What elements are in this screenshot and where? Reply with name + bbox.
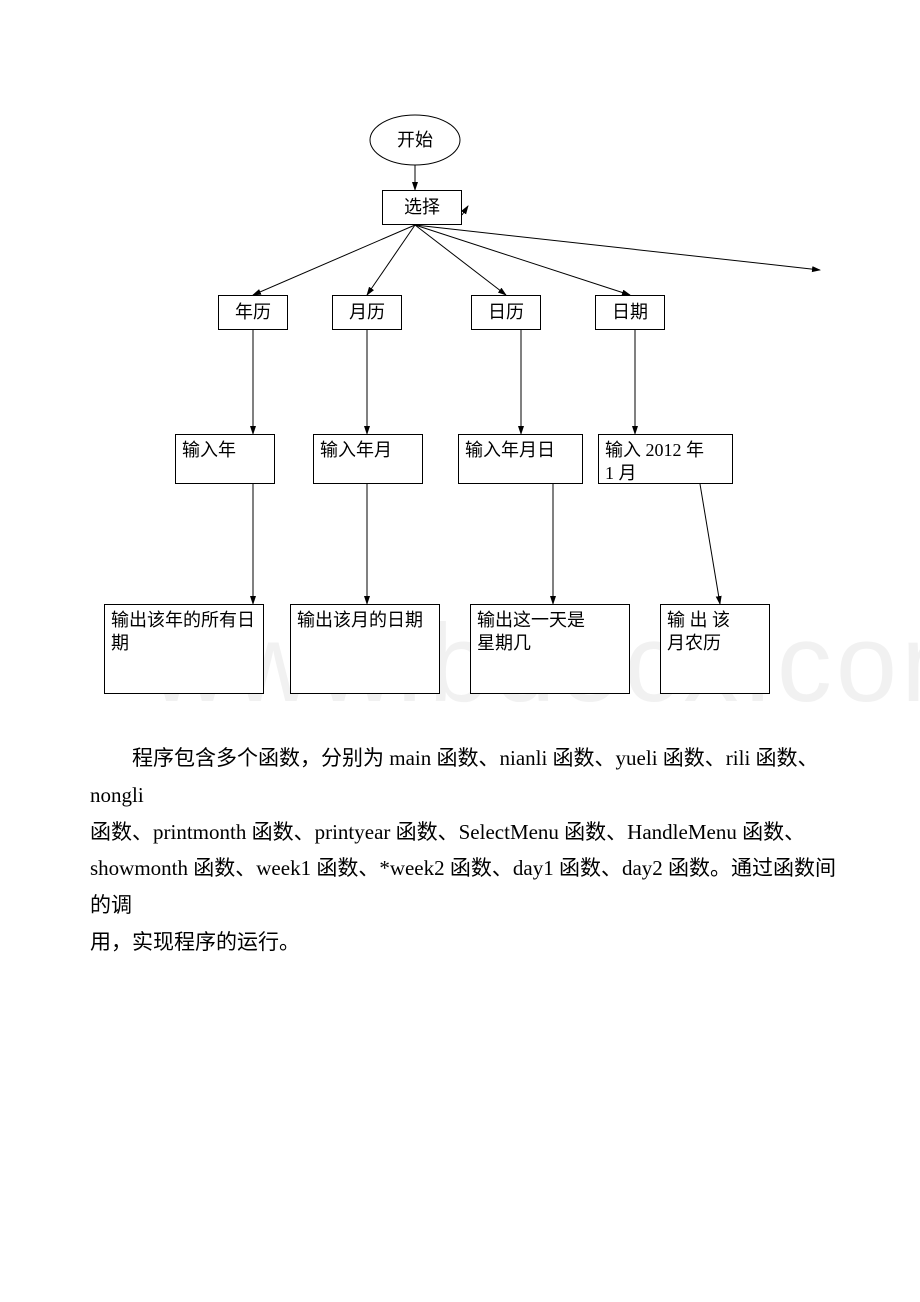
- page: www.bdocx.com 开始 选择年历月历日历日期输入年输入年月输入年月日输…: [0, 0, 920, 1302]
- node-label-line: 1 月: [605, 462, 637, 485]
- node-opt1: 年历: [218, 295, 288, 330]
- node-out4: 输 出 该月农历: [660, 604, 770, 694]
- node-select: 选择: [382, 190, 462, 225]
- node-out3: 输出这一天是星期几: [470, 604, 630, 694]
- node-out1: 输出该年的所有日期: [104, 604, 264, 694]
- node-label-line: 输入 2012 年: [605, 439, 704, 462]
- para-line: showmonth 函数、week1 函数、*week2 函数、day1 函数、…: [90, 850, 850, 924]
- node-opt4: 日期: [595, 295, 665, 330]
- node-label-line: 期: [111, 632, 129, 655]
- para-line: 用，实现程序的运行。: [90, 924, 850, 961]
- node-opt2: 月历: [332, 295, 402, 330]
- node-label-line: 输入年: [182, 439, 236, 462]
- node-label-line: 星期几: [477, 632, 531, 655]
- node-label-line: 输出该年的所有日: [111, 609, 255, 632]
- node-in4: 输入 2012 年1 月: [598, 434, 733, 484]
- node-in3: 输入年月日: [458, 434, 583, 484]
- svg-text:开始: 开始: [397, 130, 433, 150]
- para-line: 程序包含多个函数，分别为 main 函数、nianli 函数、yueli 函数、…: [90, 740, 850, 814]
- paragraph: 程序包含多个函数，分别为 main 函数、nianli 函数、yueli 函数、…: [90, 740, 850, 961]
- node-label-line: 输出该月的日期: [297, 609, 423, 632]
- para-line: 函数、printmonth 函数、printyear 函数、SelectMenu…: [90, 814, 850, 851]
- node-in1: 输入年: [175, 434, 275, 484]
- node-opt3: 日历: [471, 295, 541, 330]
- node-label-line: 输入年月: [320, 439, 392, 462]
- node-label-line: 输 出 该: [667, 609, 730, 632]
- node-label-line: 输出这一天是: [477, 609, 585, 632]
- node-label-line: 月农历: [667, 632, 721, 655]
- node-out2: 输出该月的日期: [290, 604, 440, 694]
- node-in2: 输入年月: [313, 434, 423, 484]
- node-label-line: 输入年月日: [465, 439, 555, 462]
